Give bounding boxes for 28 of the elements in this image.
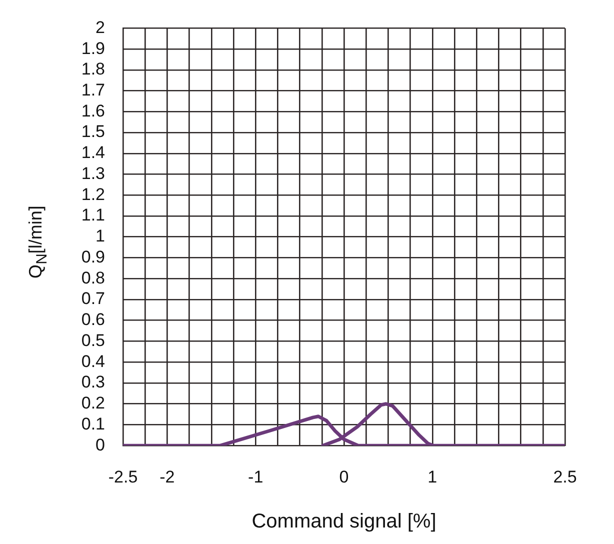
y-tick-label: 1.6: [81, 101, 105, 120]
y-tick-label: 0.2: [81, 394, 105, 413]
x-axis-title: Command signal [%]: [252, 510, 436, 533]
y-tick-label: 0.5: [81, 330, 105, 350]
y-tick-label: 0.3: [81, 372, 105, 392]
y-tick-label: 0.1: [81, 414, 105, 434]
y-tick-label: 1.7: [81, 80, 105, 100]
y-tick-label: 0.7: [81, 289, 105, 308]
y-tick-label: 0: [96, 435, 105, 454]
y-tick-label: 0.4: [81, 352, 105, 371]
y-tick-label: 1.1: [81, 206, 105, 225]
x-tick-label: -2: [160, 467, 175, 486]
y-tick-label: 1.4: [81, 143, 105, 162]
y-tick-label: 1.8: [81, 60, 105, 79]
x-tick-label: 0: [339, 467, 349, 486]
y-tick-label: 1.2: [81, 184, 105, 204]
y-tick-label: 2: [96, 18, 105, 37]
x-tick-label: 1: [428, 467, 438, 486]
x-tick-label: -1: [248, 467, 264, 486]
y-tick-label: 1.3: [81, 164, 105, 183]
y-tick-label: 0.8: [81, 268, 105, 288]
x-tick-label: -2.5: [108, 467, 138, 486]
x-tick-label: 2.5: [553, 467, 577, 486]
y-tick-label: 0.9: [81, 247, 105, 266]
y-tick-label: 0.6: [81, 310, 105, 330]
y-tick-label: 1: [96, 226, 105, 246]
y-tick-label: 1.9: [81, 38, 105, 58]
y-tick-label: 1.5: [81, 122, 105, 142]
